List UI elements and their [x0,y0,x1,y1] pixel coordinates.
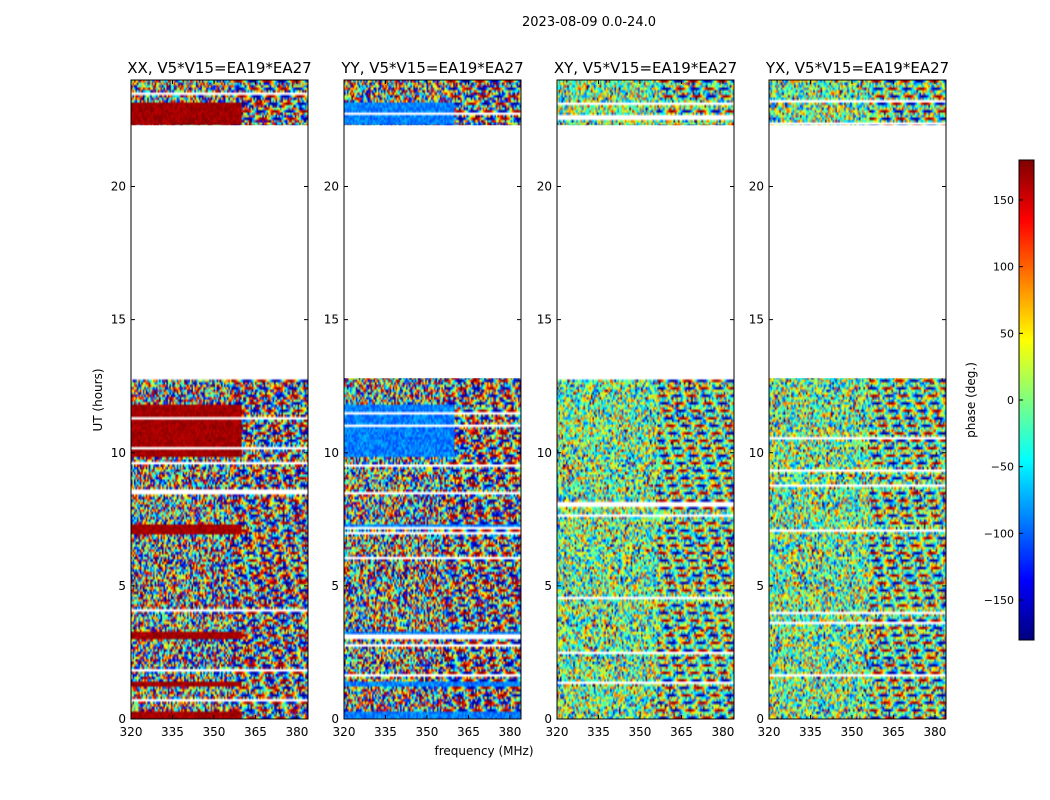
colorbar-tick-label: 50 [1000,327,1014,340]
x-tick-label: 320 [333,725,356,739]
x-tick-label: 350 [841,725,864,739]
y-axis-label: UT (hours) [91,368,105,431]
y-tick-label: 20 [537,180,552,194]
panel-frame [768,79,947,720]
x-tick-label: 380 [711,725,734,739]
x-tick-label: 365 [457,725,480,739]
x-tick-label: 335 [587,725,610,739]
y-tick-label: 15 [537,313,552,327]
x-tick-label: 380 [923,725,946,739]
y-tick-label: 20 [111,180,126,194]
panel-title: YX, V5*V15=EA19*EA27 [765,59,949,77]
panels: XX, V5*V15=EA19*EA27 320 335 350 365 380 0 5 10 1… [111,59,949,739]
x-tick-label: 320 [546,725,569,739]
x-tick-label: 335 [799,725,822,739]
x-tick-label: 380 [285,725,308,739]
panel-yy: YY, V5*V15=EA19*EA27 320 335 350 365 380 0 5 10 1… [324,59,524,739]
colorbar-tick-label: −100 [984,527,1014,540]
colorbar-tick-label: 100 [993,261,1014,274]
no-data-gap [769,125,946,379]
y-tick-label: 0 [118,712,126,726]
colorbar-tick-label: −150 [984,594,1014,607]
x-tick-label: 335 [374,725,397,739]
panel-frame [343,79,522,720]
y-tick-label: 0 [756,712,764,726]
y-tick-label: 5 [118,579,126,593]
y-tick-label: 10 [537,446,552,460]
no-data-gap [557,125,734,379]
panel-title: XX, V5*V15=EA19*EA27 [127,59,311,77]
y-tick-label: 10 [111,446,126,460]
x-tick-label: 365 [670,725,693,739]
colorbar: 150 100 50 0 −50 −100 −150 [984,159,1035,641]
panel-frame [556,79,735,720]
y-tick-label: 20 [324,180,339,194]
panel-title: YY, V5*V15=EA19*EA27 [340,59,523,77]
y-tick-label: 10 [749,446,764,460]
panel-yx: YX, V5*V15=EA19*EA27 320 335 350 365 380 0 5 10 1… [749,59,949,739]
panel-xy: XY, V5*V15=EA19*EA27 320 335 350 365 380 0 5 10 1… [537,59,737,739]
x-tick-label: 350 [629,725,652,739]
y-tick-label: 15 [111,313,126,327]
x-axis-label: frequency (MHz) [434,744,533,758]
x-tick-label: 320 [758,725,781,739]
y-tick-label: 0 [544,712,552,726]
x-tick-label: 365 [244,725,267,739]
no-data-gap [344,125,521,379]
panel-frame [130,79,309,720]
x-tick-label: 365 [882,725,905,739]
y-tick-label: 10 [324,446,339,460]
y-tick-label: 5 [756,579,764,593]
x-tick-label: 320 [120,725,143,739]
colorbar-tick-label: 0 [1007,394,1014,407]
x-tick-label: 350 [416,725,439,739]
colorbar-tick-label: −50 [991,461,1014,474]
colorbar-tick-label: 150 [993,194,1014,207]
y-tick-label: 20 [749,180,764,194]
y-tick-label: 5 [331,579,339,593]
y-tick-label: 15 [324,313,339,327]
x-tick-label: 380 [498,725,521,739]
panel-title: XY, V5*V15=EA19*EA27 [554,59,737,77]
y-tick-label: 5 [544,579,552,593]
no-data-gap [131,125,308,379]
panel-xx: XX, V5*V15=EA19*EA27 320 335 350 365 380 0 5 10 1… [111,59,312,739]
x-tick-label: 350 [203,725,226,739]
figure-title: 2023-08-09 0.0-24.0 [522,15,656,30]
colorbar-label: phase (deg.) [964,362,978,438]
y-tick-label: 15 [749,313,764,327]
x-tick-label: 335 [161,725,184,739]
y-tick-label: 0 [331,712,339,726]
